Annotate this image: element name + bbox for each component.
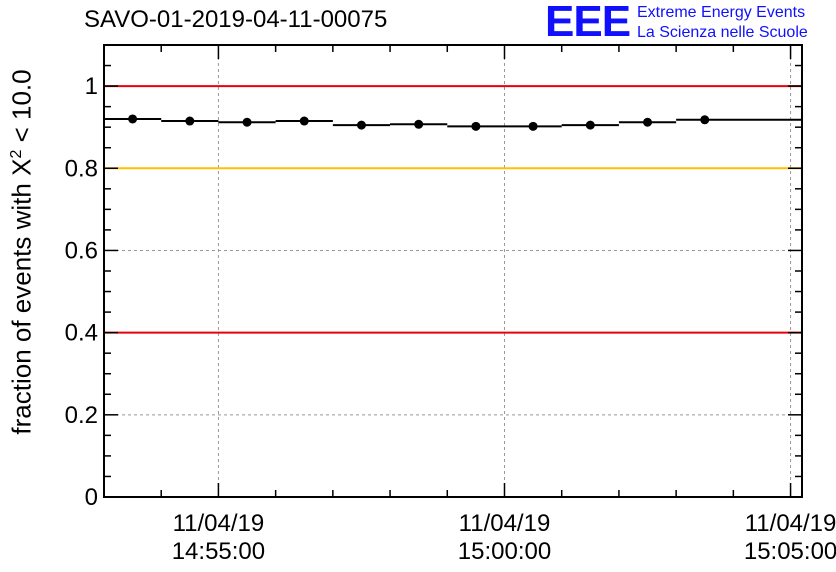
- data-point: [128, 114, 138, 124]
- x-tick-label-time: 14:55:00: [172, 538, 265, 565]
- data-point: [185, 116, 195, 126]
- y-tick-label: 0.2: [65, 402, 98, 429]
- x-tick-label-date: 11/04/19: [173, 510, 265, 537]
- y-axis-label-superscript: 2: [7, 149, 25, 159]
- x-tick-label-time: 15:00:00: [458, 538, 551, 565]
- step-line: [104, 117, 802, 128]
- eee-logo: EEE Extreme Energy Events La Scienza nel…: [545, 0, 836, 46]
- reference-lines: [104, 85, 802, 334]
- data-point: [528, 121, 538, 131]
- data-point: [700, 115, 710, 125]
- data-point: [299, 116, 309, 126]
- y-tick-label: 1: [85, 73, 98, 100]
- eee-logo-mark: EEE: [545, 0, 631, 46]
- axes: [103, 44, 803, 498]
- data-point: [242, 117, 252, 127]
- y-tick-label: 0.8: [65, 155, 98, 182]
- y-axis-label-prefix: fraction of events with: [6, 175, 37, 435]
- y-tick-label: 0.4: [65, 320, 98, 347]
- y-axis-label-suffix: < 10.0: [6, 69, 37, 150]
- x-tick-label-time: 15:05:00: [744, 538, 836, 565]
- data-point: [585, 120, 595, 130]
- chart-title: SAVO-01-2019-04-11-00075: [84, 6, 388, 33]
- data-point: [643, 117, 653, 127]
- y-axis-label-symbol: X: [6, 158, 37, 176]
- x-tick-label-date: 11/04/19: [745, 510, 836, 537]
- y-tick-label: 0: [85, 484, 98, 511]
- grid-lines: [104, 45, 802, 497]
- data-points: [128, 114, 710, 131]
- y-tick-label: 0.6: [65, 237, 98, 264]
- plot-frame: [103, 44, 803, 498]
- x-tick-labels: 11/04/1914:55:0011/04/1915:00:0011/04/19…: [172, 510, 836, 565]
- eee-logo-line2: La Scienza nelle Scuole: [637, 24, 808, 41]
- data-point: [356, 120, 366, 130]
- y-tick-labels: 0 0.2 0.4 0.6 0.8 1: [65, 73, 98, 511]
- x-tick-label-date: 11/04/19: [459, 510, 551, 537]
- data-point: [414, 119, 424, 129]
- data-point: [471, 121, 481, 131]
- eee-logo-line1: Extreme Energy Events: [637, 4, 806, 21]
